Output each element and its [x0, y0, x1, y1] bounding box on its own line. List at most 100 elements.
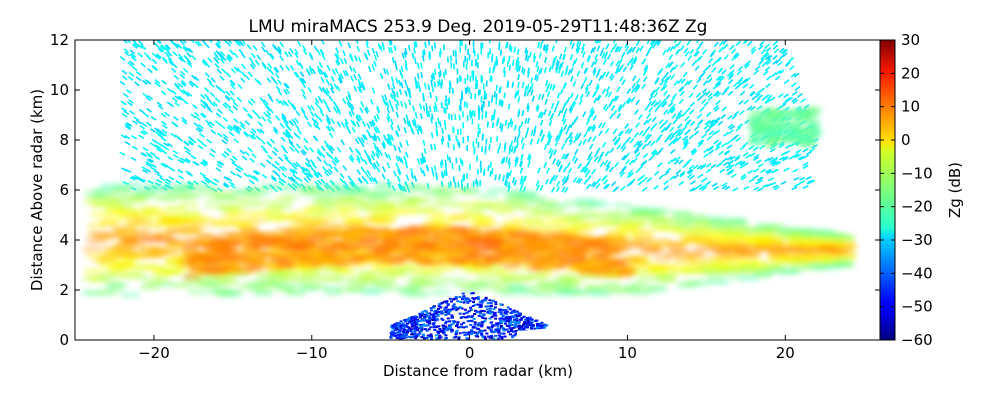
speckle-cell [389, 40, 393, 45]
core-cell [243, 250, 260, 255]
speckle-cell [615, 46, 621, 53]
cloud-cell [95, 187, 114, 192]
speckle-cell [185, 150, 192, 156]
speckle-cell [485, 93, 488, 100]
speckle-cell [423, 156, 427, 163]
speckle-cell [580, 83, 585, 90]
speckle-cell [793, 176, 800, 181]
speckle-cell [366, 129, 371, 136]
speckle-cell [424, 41, 427, 48]
speckle-cell [368, 176, 373, 183]
speckle-cell [194, 115, 201, 121]
core-cell [323, 234, 340, 239]
speckle-cell [355, 40, 359, 44]
speckle-cell [363, 149, 369, 156]
speckle-cell [663, 170, 670, 176]
clear-air-cell [457, 336, 461, 339]
speckle-cell [573, 157, 579, 164]
speckle-cell [373, 135, 378, 142]
speckle-cell [646, 40, 651, 45]
cloud-cell [124, 183, 143, 188]
speckle-cell [572, 80, 577, 87]
speckle-cell [237, 165, 244, 171]
speckle-cell [214, 63, 220, 69]
cloud-cell [727, 259, 746, 264]
speckle-cell [418, 85, 422, 93]
cloud-cell [383, 286, 402, 291]
speckle-cell [390, 118, 394, 126]
core-cell [342, 238, 359, 243]
speckle-cell [149, 142, 156, 147]
cloud-cell [565, 215, 584, 220]
speckle-cell [705, 168, 712, 174]
cloud-cell [140, 206, 159, 211]
cloud-cell [135, 188, 154, 193]
speckle-cell [663, 80, 668, 86]
speckle-cell [334, 102, 339, 109]
clear-air-cell [424, 313, 428, 316]
core-cell [225, 243, 242, 248]
speckle-cell [734, 154, 741, 160]
speckle-cell [138, 134, 145, 140]
speckle-cell [590, 61, 595, 68]
cloud-cell [830, 250, 849, 255]
speckle-cell [563, 124, 568, 131]
speckle-cell [651, 89, 656, 96]
speckle-cell [723, 43, 729, 50]
speckle-cell [595, 85, 600, 92]
speckle-cell [223, 151, 230, 156]
cloud-cell [528, 287, 547, 292]
speckle-cell [742, 83, 749, 89]
cloud-cell [673, 222, 692, 227]
speckle-cell [177, 168, 184, 174]
speckle-cell [459, 98, 462, 105]
cloud-cell [402, 184, 421, 189]
speckle-cell [501, 123, 504, 130]
speckle-cell [487, 165, 490, 172]
speckle-cell [745, 60, 752, 66]
cloud-cell [294, 219, 313, 224]
speckle-cell [249, 157, 256, 163]
speckle-cell [464, 78, 467, 85]
cloud-cell [556, 274, 575, 279]
speckle-cell [677, 78, 683, 85]
speckle-cell [458, 141, 461, 148]
speckle-cell [770, 160, 777, 166]
speckle-cell [588, 125, 593, 132]
cloud-cell [819, 247, 838, 252]
speckle-cell [656, 162, 663, 168]
speckle-cell [530, 129, 534, 137]
speckle-cell [151, 58, 158, 65]
cloud-cell [92, 204, 111, 209]
cloud-cell [787, 238, 806, 243]
speckle-cell [682, 144, 688, 150]
speckle-cell [446, 154, 449, 161]
speckle-cell [704, 128, 711, 134]
speckle-cell [572, 101, 577, 108]
speckle-cell [225, 90, 231, 96]
cloud-cell [159, 216, 178, 221]
core-cell [256, 264, 273, 269]
speckle-cell [334, 53, 339, 60]
speckle-cell [498, 143, 502, 150]
speckle-cell [168, 176, 175, 181]
speckle-cell [183, 159, 190, 164]
speckle-cell [553, 55, 558, 62]
speckle-cell [167, 55, 173, 61]
cloud-cell [331, 224, 350, 229]
speckle-cell [787, 96, 793, 102]
speckle-cell [593, 156, 599, 162]
speckle-cell [337, 77, 342, 84]
speckle-cell [288, 141, 294, 147]
cloud-cell [500, 276, 519, 281]
cloud-cell [653, 256, 672, 261]
speckle-cell [689, 180, 696, 185]
cloud-cell [750, 266, 769, 271]
speckle-cell [733, 134, 740, 139]
core-cell [420, 242, 437, 247]
speckle-cell [555, 180, 561, 187]
speckle-cell [292, 162, 299, 168]
speckle-cell [207, 107, 213, 113]
speckle-cell [448, 135, 451, 142]
speckle-cell [354, 148, 360, 155]
